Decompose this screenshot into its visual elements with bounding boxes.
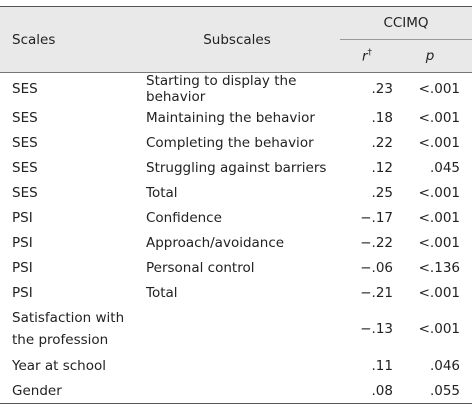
table-row: Gender .08 .055 [0,378,472,404]
table-body: SES Starting to display the behavior .23 <.… [0,73,472,404]
header-group: CCIMQ [340,6,472,40]
table-cell: .055 [429,382,460,399]
table-cell: Starting to display the behavior [146,73,297,105]
table-cell: <.001 [418,284,460,301]
table-cell: Struggling against barriers [146,159,327,176]
table-cell: <.001 [418,81,460,97]
table-cell: Personal control [146,259,255,276]
table-cell: SES [12,184,38,201]
table-cell: SES [12,134,38,151]
table-cell: Completing the behavior [146,134,314,151]
header-cell: Scales [0,6,135,73]
table-cell: −.21 [360,284,393,301]
table-cell: SES [12,109,38,126]
table-cell: .25 [371,184,393,201]
header-cell: Subscales [135,6,340,73]
table-row: PSI Approach/avoidance −.22 <.001 [0,230,472,255]
header-p: p [425,48,435,64]
table-row: SES Completing the behavior .22 <.001 [0,130,472,155]
table-cell: .22 [371,134,393,151]
table-row: PSI Personal control −.06 <.136 [0,255,472,280]
table-cell: −.13 [360,321,393,337]
table-cell: Total [146,184,178,201]
table-cell: SES [12,159,38,176]
header-r: r [361,48,368,65]
table-row: PSI Confidence −.17 <.001 [0,205,472,230]
table-cell: <.001 [418,109,460,126]
table-cell: Gender [12,382,62,399]
table-cell: .046 [429,357,460,374]
table-cell [135,305,340,353]
table-cell: Maintaining the behavior [146,109,315,126]
header-r-mark: † [367,47,373,58]
table-cell: <.001 [418,234,460,251]
table-cell: <.136 [418,259,460,276]
table-cell: −.17 [360,209,393,226]
table-cell: .045 [429,159,460,176]
table-cell: −.06 [360,259,393,276]
table-row: PSI Total −.21 <.001 [0,280,472,305]
table-cell: Year at school [12,357,107,374]
table-cell: .08 [371,382,393,399]
table-cell: Total [146,284,178,301]
table-cell: SES [12,81,38,97]
table-cell: Approach/avoidance [146,234,285,251]
table-cell: .18 [371,109,393,126]
table-cell: <.001 [418,134,460,151]
table-row: SES Struggling against barriers .12 .045 [0,155,472,180]
table-row: SES Starting to display the behavior .23 <.… [0,73,472,105]
table-cell: PSI [12,209,33,226]
table-cell: Confidence [146,209,222,226]
table-cell: .23 [371,81,393,97]
results-table: Scales Subscales CCIMQ r† p SES Starting … [0,6,472,404]
table-cell: Satisfaction with the profession [12,310,125,348]
table-cell: PSI [12,284,33,301]
table-row: SES Maintaining the behavior .18 <.001 [0,105,472,130]
table-cell: <.001 [418,321,460,337]
table-cell: PSI [12,234,33,251]
table-cell: <.001 [418,184,460,201]
table-cell: <.001 [418,209,460,226]
table-cell [135,353,340,378]
table-row: Satisfaction with the profession −.13 <.00… [0,305,472,353]
table-header: Scales Subscales CCIMQ r† p [0,6,472,73]
table-cell: PSI [12,259,33,276]
table-cell: .11 [371,357,393,374]
table-row: Year at school .11 .046 [0,353,472,378]
table-cell: .12 [371,159,393,176]
header-cell: p [399,39,472,73]
table-row: SES Total .25 <.001 [0,180,472,205]
table-cell: −.22 [360,234,393,251]
header-cell: r† [340,39,399,73]
